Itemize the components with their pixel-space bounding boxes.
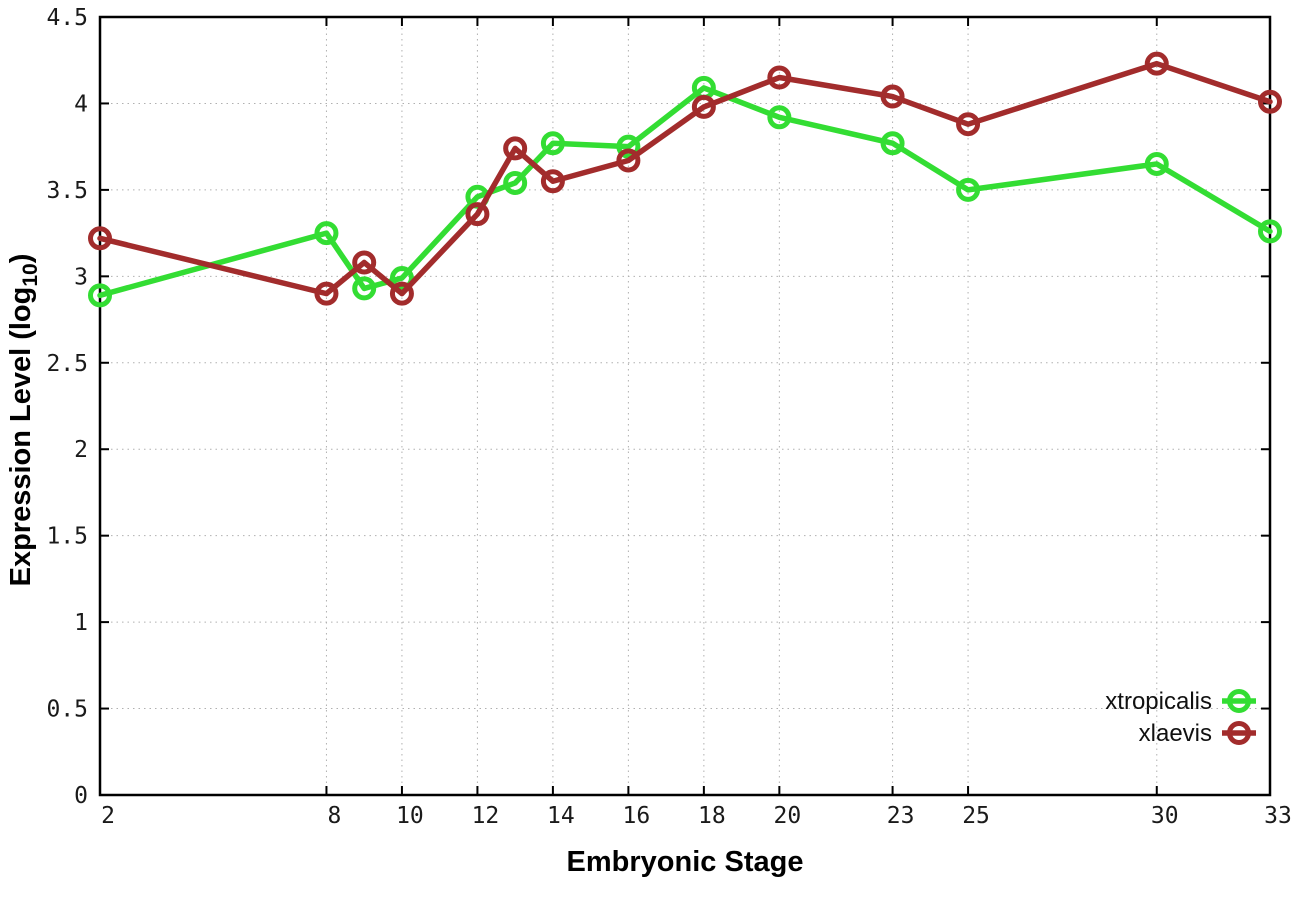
y-tick-label-4: 4 [74,91,88,117]
y-tick-label-0.5: 0.5 [46,697,88,723]
y-axis-title-subscript: 10 [19,263,42,286]
marker-xtropicalis-stage-13 [503,170,528,195]
x-tick-label-16: 16 [623,803,651,829]
y-axis-title: Expression Level (log10) [5,254,42,587]
y-tick-label-4.5: 4.5 [46,5,88,31]
legend-label-xlaevis: xlaevis [1139,720,1212,747]
marker-xlaevis-stage-10 [389,281,414,306]
x-tick-label-33: 33 [1264,803,1292,829]
series-line-xtropicalis [97,85,1273,299]
marker-xtropicalis-stage-20 [767,105,792,130]
marker-xtropicalis-stage-16 [616,134,641,159]
x-axis-title: Embryonic Stage [567,846,804,878]
marker-xlaevis-stage-33 [1258,89,1282,114]
marker-xlaevis-stage-13 [503,136,528,161]
y-tick-label-2: 2 [74,437,88,463]
y-tick-label-1: 1 [74,610,88,636]
y-axis-title-close: ) [5,254,37,264]
marker-xlaevis-stage-9 [352,250,377,275]
legend-marker-xtropicalis [1227,689,1251,713]
x-tick-label-25: 25 [962,803,990,829]
marker-xlaevis-stage-14 [540,169,565,194]
marker-xlaevis-stage-30 [1144,51,1169,76]
y-tick-label-3: 3 [74,264,88,290]
x-tick-label-14: 14 [547,803,575,829]
series-line-xlaevis [97,60,1273,297]
y-tick-label-1.5: 1.5 [46,524,88,550]
x-tick-label-20: 20 [774,803,802,829]
x-tick-label-30: 30 [1151,803,1179,829]
legend-marker-xlaevis [1227,721,1251,745]
marker-xtropicalis-stage-23 [880,131,905,156]
marker-xtropicalis-stage-25 [956,177,981,202]
marker-xlaevis-stage-16 [616,148,641,173]
legend-label-xtropicalis: xtropicalis [1105,688,1212,715]
y-tick-label-3.5: 3.5 [46,178,88,204]
marker-xtropicalis-stage-33 [1258,219,1282,244]
plot-border [98,15,1272,797]
legend: xtropicalis xlaevis [1105,688,1256,747]
marker-xlaevis-stage-20 [767,65,792,90]
x-tick-label-2: 2 [101,803,115,829]
marker-xlaevis-stage-18 [691,94,716,119]
x-tick-label-18: 18 [698,803,726,829]
marker-xtropicalis-stage-8 [314,221,339,246]
marker-xlaevis-stage-23 [880,84,905,109]
x-tick-label-23: 23 [887,803,915,829]
grid-lines [100,17,1270,795]
marker-xlaevis-stage-25 [956,112,981,137]
y-axis-title-text: Expression Level (log [5,287,37,587]
y-tick-label-2.5: 2.5 [46,351,88,377]
axis-tick-labels: 2 8 10 12 14 16 18 20 23 25 30 33 0 0.5 1 1.5 2 2.5 3 3.5 4 4… [46,5,1291,829]
marker-xtropicalis-stage-9 [352,276,377,301]
data-series [88,51,1282,308]
marker-xlaevis-stage-2 [88,226,112,251]
y-tick-label-0: 0 [74,783,88,809]
x-tick-label-10: 10 [396,803,424,829]
axis-ticks [99,16,1271,796]
marker-xtropicalis-stage-14 [540,131,565,156]
marker-xtropicalis-stage-10 [389,266,414,291]
marker-xtropicalis-stage-2 [88,283,112,308]
x-tick-label-8: 8 [328,803,342,829]
x-tick-label-12: 12 [472,803,500,829]
marker-xlaevis-stage-8 [314,281,339,306]
marker-xtropicalis-stage-30 [1144,151,1169,176]
marker-xlaevis-stage-12 [465,202,490,227]
